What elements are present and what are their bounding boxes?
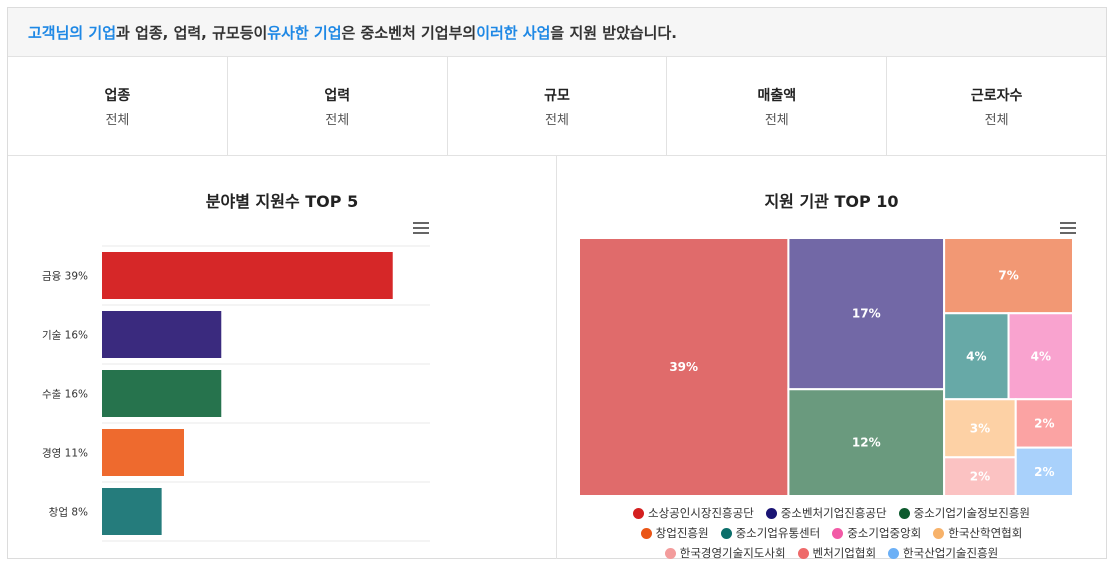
filter-business-age[interactable]: 업력 전체 [228,57,448,155]
header-highlight-text: 유사한 기업 [267,23,342,42]
chart-menu-icon[interactable] [1060,222,1076,234]
header-text: 을 지원 받았습니다. [550,23,677,42]
agency-chart-title: 지원 기관 TOP 10 [764,192,899,211]
filter-label: 근로자수 [970,87,1023,104]
treemap-cell-label: 3% [970,421,990,435]
legend-dot-icon [632,507,644,519]
filter-employees[interactable]: 근로자수 전체 [887,57,1106,155]
bar[interactable] [102,311,222,358]
legend-item[interactable]: 소상공인시장진흥공단 [632,505,754,521]
treemap-cell-label: 2% [970,470,990,484]
legend-dot-icon [888,547,900,559]
filter-label: 업종 [104,87,131,104]
filter-revenue[interactable]: 매출액 전체 [667,57,888,155]
summary-header: 고객님의 기업 과 업종, 업력, 규모등이 유사한 기업 은 중소벤처 기업부의 … [8,8,1106,57]
treemap-cell[interactable] [1007,312,1074,401]
legend-item[interactable]: 벤처기업협회 [797,545,877,561]
agency-chart-panel: 지원 기관 TOP 10 39% 17% 12% 7% 4% 4% 3% 2% 2% 2% 소상공… [557,156,1106,561]
filter-value: 전체 [325,112,350,128]
header-text: 과 업종, 업력, 규모등이 [116,23,268,42]
header-text: 은 중소벤처 기업부의 [341,23,477,42]
field-chart-title: 분야별 지원수 TOP 5 [205,192,359,211]
legend-item[interactable]: 창업진흥원 [640,525,709,541]
filter-label: 업력 [324,87,351,104]
legend-label: 한국산학연협회 [948,526,1023,540]
bar-category-label: 창업 8% [49,506,88,519]
treemap-cell-label: 2% [1034,465,1054,479]
legend-label: 소상공인시장진흥공단 [647,506,754,520]
legend-dot-icon [640,527,652,539]
legend-item[interactable]: 중소기업기술정보진흥원 [898,505,1030,521]
legend-dot-icon [832,527,844,539]
filter-label: 매출액 [757,87,797,104]
chart-menu-icon[interactable] [413,222,429,234]
treemap-cell-label: 12% [852,436,881,450]
legend-label: 벤처기업협회 [812,546,877,560]
legend-item[interactable]: 중소기업중앙회 [832,525,921,541]
bar[interactable] [102,252,393,299]
filter-bar: 업종 전체 업력 전체 규모 전체 매출액 전체 근로자수 전체 [8,57,1106,156]
legend-dot-icon [933,527,945,539]
header-highlight-text: 고객님의 기업 [28,23,117,42]
treemap-cell-label: 7% [998,269,1018,283]
legend-dot-icon [664,547,676,559]
legend-item[interactable]: 중소기업유통센터 [720,525,821,541]
bar-category-label: 수출 16% [42,389,88,401]
treemap-cell[interactable] [578,237,790,497]
field-chart-panel: 분야별 지원수 TOP 5 금융 39% 기술 16% 수출 16% 경영 11% 창업… [8,156,557,559]
legend-label: 중소기업유통센터 [735,526,821,540]
legend-dot-icon [797,547,809,559]
filter-value: 전체 [105,112,130,128]
treemap-cell[interactable] [787,388,946,497]
legend-item[interactable]: 한국경영기술지도사회 [664,545,786,561]
filter-label: 규모 [544,87,570,104]
legend-dot-icon [765,507,777,519]
treemap-cell-label: 39% [669,360,698,374]
filter-value: 전체 [764,112,789,128]
filter-size[interactable]: 규모 전체 [448,57,668,155]
dashboard-frame: 고객님의 기업 과 업종, 업력, 규모등이 유사한 기업 은 중소벤처 기업부의 … [7,7,1107,561]
treemap-cell-label: 2% [1034,416,1054,430]
legend-label: 중소기업중앙회 [847,526,922,540]
treemap-cell[interactable] [787,237,946,391]
legend-dot-icon [898,507,910,519]
legend-label: 한국산업기술진흥원 [903,546,999,560]
treemap-cell-label: 4% [1031,349,1051,363]
header-highlight-text: 이러한 사업 [476,23,551,42]
legend-label: 한국경영기술지도사회 [679,546,786,560]
treemap-cell[interactable] [943,456,1017,497]
filter-value: 전체 [545,112,569,128]
bar-category-label: 경영 11% [42,447,88,460]
legend-label: 창업진흥원 [655,526,709,540]
bar[interactable] [102,370,222,417]
bar[interactable] [102,488,162,535]
bar[interactable] [102,429,184,476]
treemap-cell-label: 17% [852,307,881,321]
treemap-cell[interactable] [943,312,1010,401]
agency-treemap: 39% 17% 12% 7% 4% 4% 3% 2% 2% 2% [578,237,1075,497]
bar-category-label: 금융 39% [42,271,88,283]
legend-label: 중소벤처기업진흥공단 [780,506,887,520]
treemap-cell[interactable] [1014,398,1075,449]
legend-item[interactable]: 한국산업기술진흥원 [888,545,998,561]
treemap-cell-label: 4% [966,349,986,363]
bar-category-label: 기술 16% [42,330,88,342]
legend-label: 중소기업기술정보진흥원 [913,506,1030,520]
filter-value: 전체 [984,112,1009,128]
field-bar-chart: 금융 39% 기술 16% 수출 16% 경영 11% 창업 8% [42,245,430,542]
legend-item[interactable]: 한국산학연협회 [933,525,1022,541]
treemap-cell[interactable] [943,237,1074,315]
legend-item[interactable]: 중소벤처기업진흥공단 [765,505,887,521]
treemap-cell[interactable] [1014,446,1075,497]
filter-industry[interactable]: 업종 전체 [8,57,228,155]
legend-dot-icon [720,527,732,539]
